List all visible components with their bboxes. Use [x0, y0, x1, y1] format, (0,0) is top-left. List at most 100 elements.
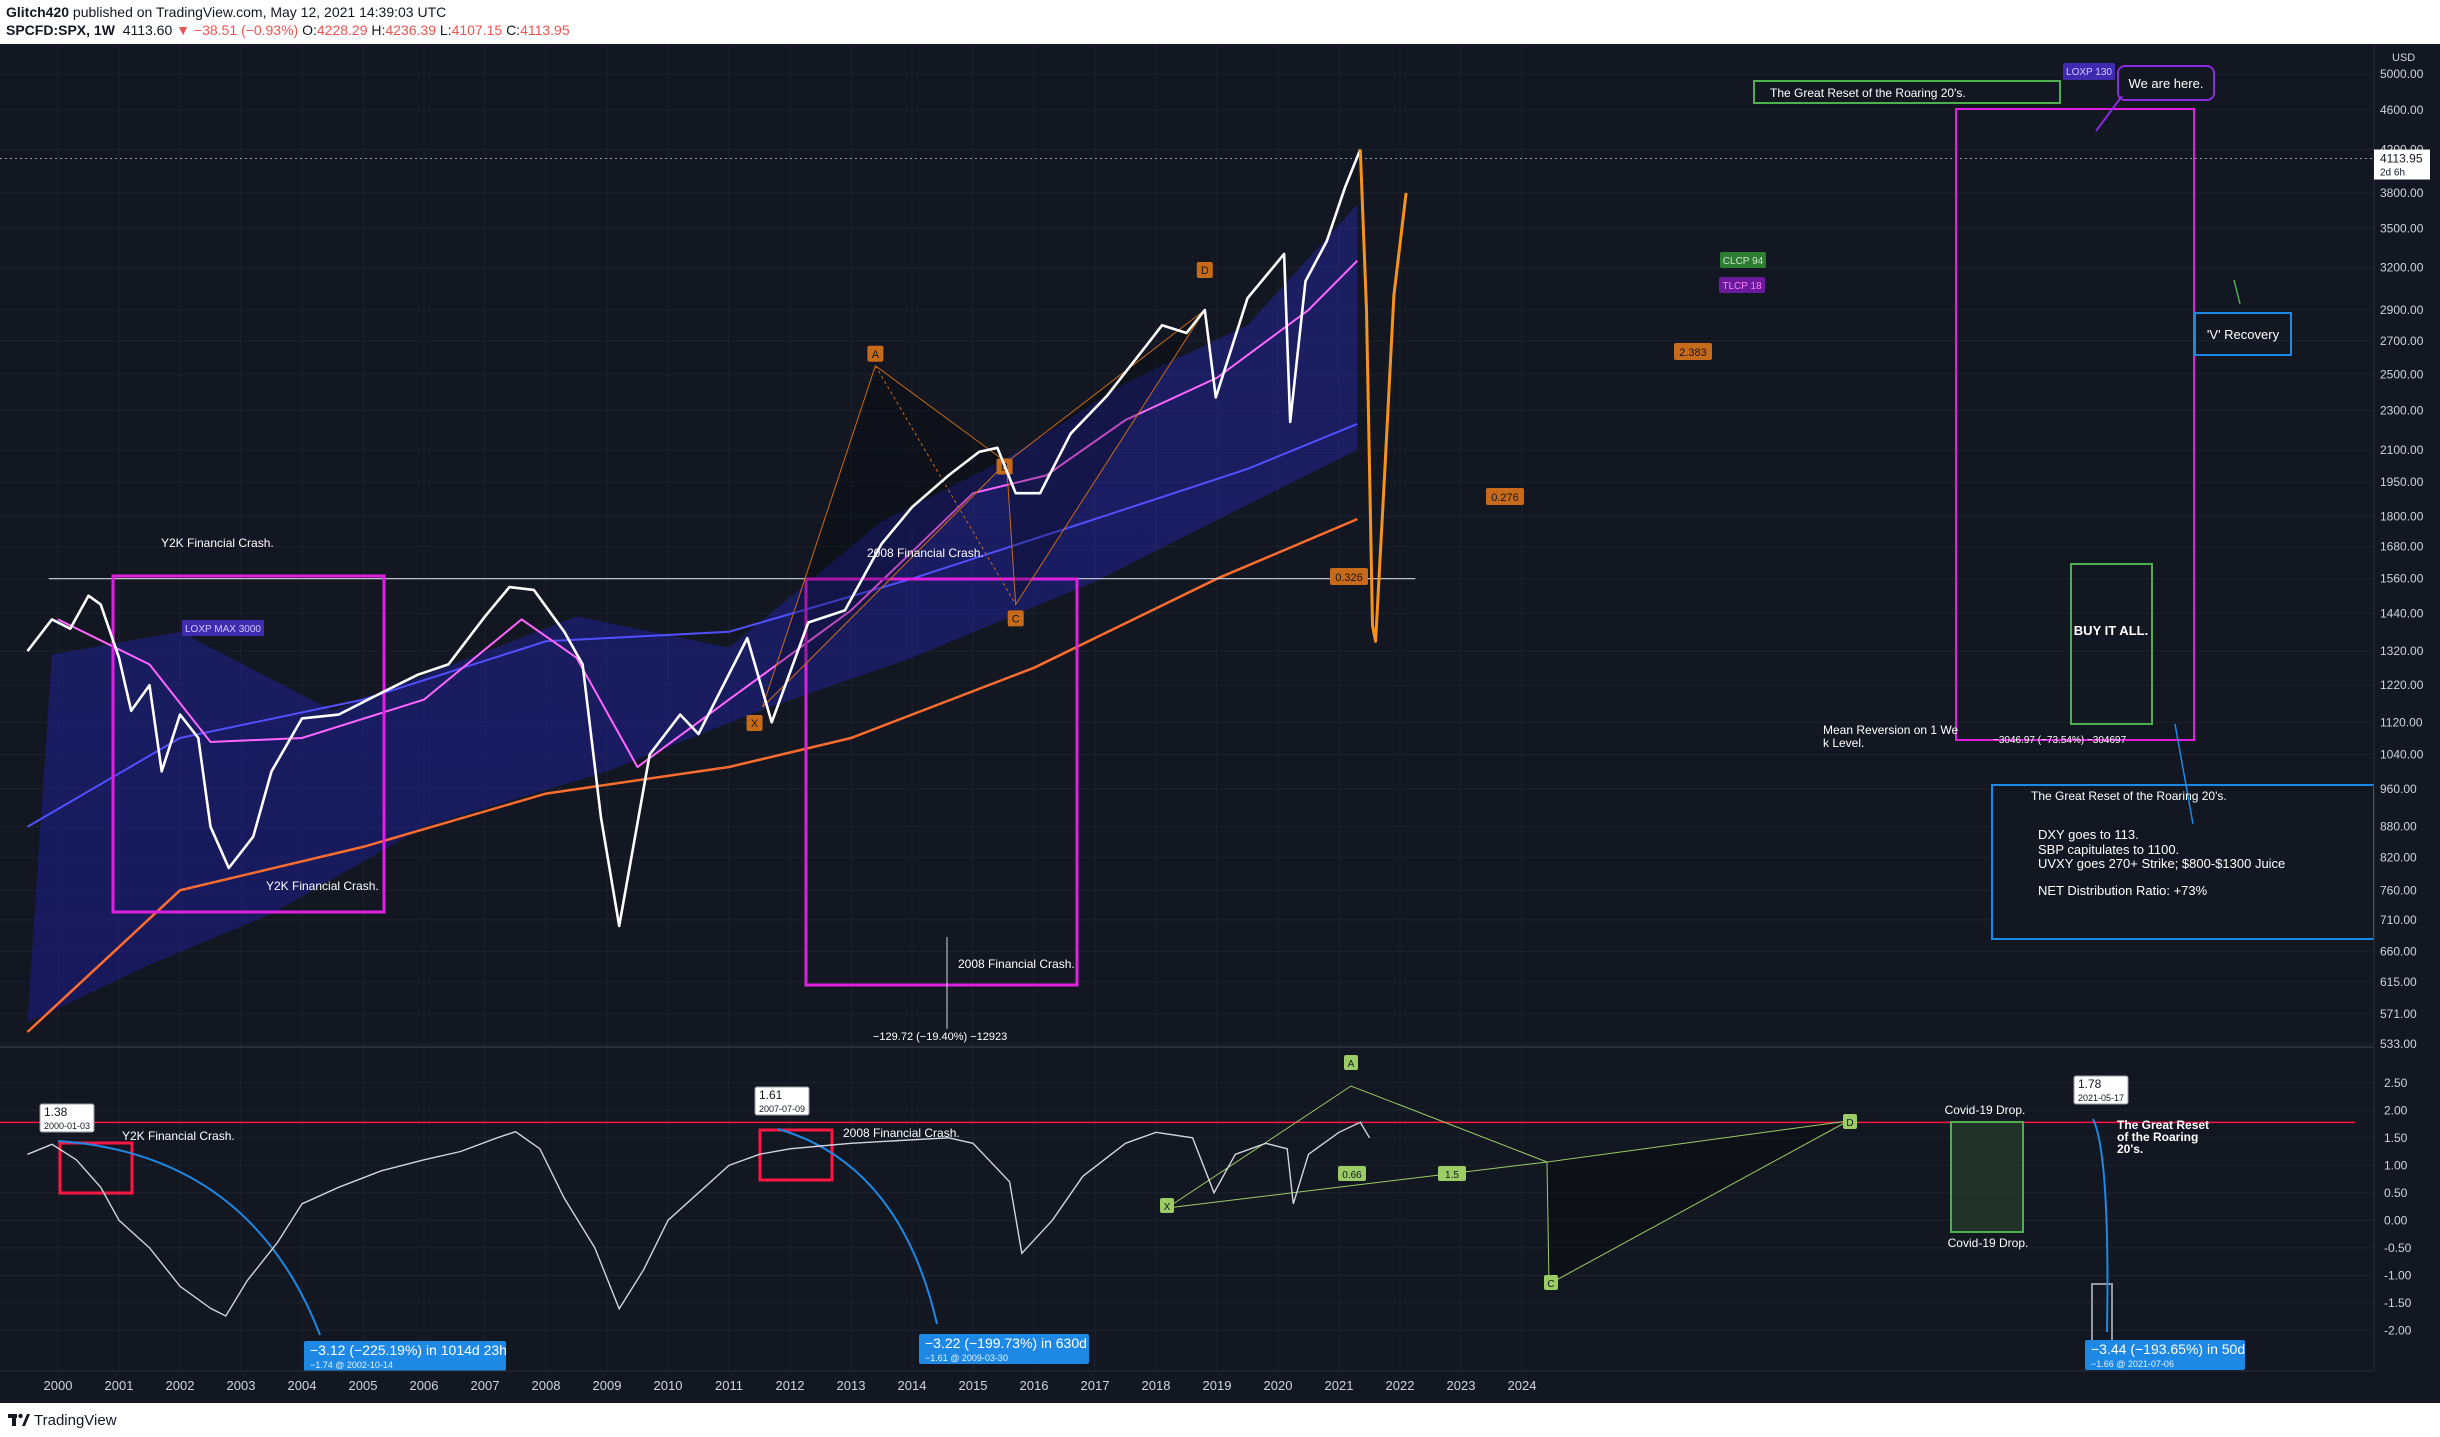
chart-header: Glitch420 published on TradingView.com, …: [0, 0, 2440, 44]
pattern-point-d: D: [1201, 265, 1209, 277]
osc-covid-bottom-label: Covid-19 Drop.: [1948, 1236, 2029, 1250]
buy-it-all-label: BUY IT ALL.: [2074, 623, 2148, 638]
year-tick-label: 2024: [1508, 1378, 1537, 1393]
info-box-line-4: NET Distribution Ratio: +73%: [2038, 883, 2208, 898]
footer-brand[interactable]: TradingView: [34, 1412, 117, 1429]
osc-great-reset-label: The Great Reset of the Roaring 20's.: [2117, 1118, 2209, 1156]
osc-tag-1-date: 2000-01-03: [44, 1121, 90, 1131]
harmonic-ac-line: [874, 365, 1017, 605]
publisher-line: Glitch420 published on TradingView.com, …: [6, 4, 446, 20]
osc-point-x: X: [1164, 1202, 1171, 1213]
price-tag-value: 4113.95: [2380, 152, 2423, 166]
year-tick-label: 2000: [44, 1378, 73, 1393]
we-are-here-pointer: [2095, 95, 2123, 132]
great-reset-title-label: The Great Reset of the Roaring 20's.: [1770, 86, 1966, 100]
gfc-top-label: 2008 Financial Crash.: [867, 546, 984, 560]
price-tick-label: 3200.00: [2380, 260, 2424, 274]
osc-tag-3-date: 2021-05-17: [2078, 1093, 2124, 1103]
price-tick-label: 820.00: [2380, 850, 2417, 864]
price-tick-label: 615.00: [2380, 975, 2417, 989]
year-tick-label: 2022: [1386, 1378, 1415, 1393]
price-tick-label: 3500.00: [2380, 222, 2424, 236]
oscillator-axis[interactable]: 2.50 2.00 1.50 1.00 0.50 0.00 -0.50 -1.00 -1.50 -…: [2384, 1076, 2412, 1338]
info-box-line-2: SBP capitulates to 1100.: [2038, 842, 2179, 857]
pattern-point-c-badge[interactable]: [1007, 610, 1024, 627]
price-tick-label: 880.00: [2380, 820, 2417, 834]
info-box-title: The Great Reset of the Roaring 20's.: [2031, 789, 2227, 803]
pink-moving-average: [57, 259, 1359, 769]
price-axis[interactable]: 5000.004600.004200.003800.003500.003200.…: [2373, 44, 2440, 1389]
osc-tick-label: 1.00: [2384, 1158, 2408, 1172]
price-tick-label: 1320.00: [2380, 644, 2424, 658]
year-tick-label: 2013: [837, 1378, 866, 1393]
price-tag-bg[interactable]: [2374, 149, 2430, 180]
price-tick-label: 3800.00: [2380, 186, 2424, 200]
time-axis[interactable]: 2000 2001 2002 2003 2004 2005 2006 2007 2008 2009…: [0, 1370, 2440, 1403]
osc-tick-label: 2.50: [2384, 1076, 2408, 1090]
year-tick-label: 2007: [471, 1378, 500, 1393]
year-tick-label: 2002: [166, 1378, 195, 1393]
year-tick-label: 2010: [654, 1378, 683, 1393]
price-tick-label: 533.00: [2380, 1037, 2417, 1051]
osc-arc-1: [57, 1140, 321, 1336]
pattern-point-a: A: [872, 349, 880, 361]
price-series[interactable]: [26, 149, 1362, 928]
high-value: 4236.39: [385, 22, 436, 38]
osc-point-a-bg[interactable]: [1344, 1055, 1358, 1070]
price-tick-label: 1800.00: [2380, 510, 2424, 524]
loxp-max-label: LOXP MAX 3000: [185, 624, 261, 635]
pattern-point-d-badge[interactable]: [1196, 262, 1213, 279]
published-text: published on TradingView.com, May 12, 20…: [69, 4, 447, 20]
osc-covid-top-label: Covid-19 Drop.: [1945, 1103, 2026, 1117]
price-tick-label: 1680.00: [2380, 540, 2424, 554]
osc-callout-3-bg: [2085, 1340, 2245, 1370]
price-axis-bg: [2374, 44, 2440, 1389]
osc-point-d-bg[interactable]: [1843, 1114, 1857, 1129]
low-value: 4107.15: [451, 22, 503, 38]
price-tick-label: 1220.00: [2380, 678, 2424, 692]
price-tick-label: 1120.00: [2380, 715, 2423, 729]
osc-point-c-bg[interactable]: [1544, 1275, 1558, 1290]
osc-point-x-bg[interactable]: [1160, 1198, 1174, 1213]
osc-tick-label: -1.50: [2384, 1296, 2412, 1310]
projection-series[interactable]: [1358, 149, 1408, 643]
loxp-130-bg: [2063, 63, 2115, 80]
mean-reversion-label: Mean Reversion on 1 We k Level.: [1823, 723, 1959, 750]
osc-tag-3-value: 1.78: [2078, 1077, 2102, 1091]
publisher-name[interactable]: Glitch420: [6, 4, 70, 20]
time-axis-bg: [0, 1371, 2440, 1403]
osc-tag-3-bg: [2073, 1075, 2129, 1105]
price-tick-label: 1950.00: [2380, 475, 2424, 489]
price-tick-label: 2700.00: [2380, 334, 2424, 348]
ratio-label-3: 0.326: [1335, 572, 1363, 584]
osc-callout-2-sub: −1.61 @ 2009-03-30: [925, 1353, 1008, 1363]
tradingview-logo-icon[interactable]: [8, 1410, 30, 1430]
osc-arc-3: [2092, 1118, 2109, 1333]
osc-y2k-box: [58, 1141, 134, 1195]
pattern-point-a-badge[interactable]: [867, 345, 884, 362]
year-tick-label: 2006: [410, 1378, 439, 1393]
down-arrow-icon: ▼: [176, 22, 191, 38]
close-value: 4113.95: [520, 22, 570, 38]
we-are-here-bubble: [2117, 65, 2215, 101]
clcp-label: CLCP 94: [1723, 256, 1764, 267]
oscillator-series[interactable]: [27, 1121, 1371, 1317]
osc-y2k-label: Y2K Financial Crash.: [122, 1129, 235, 1143]
pattern-point-x: X: [751, 718, 759, 730]
ratio-label-2: 0.276: [1491, 492, 1519, 504]
pattern-point-x-badge[interactable]: [746, 715, 763, 732]
year-tick-label: 2012: [776, 1378, 805, 1393]
y2k-box: [111, 574, 386, 914]
close-label: C:: [506, 22, 521, 38]
footer: TradingView: [0, 1403, 2440, 1437]
year-tick-label: 2017: [1081, 1378, 1110, 1393]
osc-covid-box: [1950, 1121, 2024, 1233]
y2k-bottom-label: Y2K Financial Crash.: [266, 879, 379, 893]
year-tick-label: 2021: [1325, 1378, 1354, 1393]
symbol-label[interactable]: SPCFD:SPX, 1W: [6, 22, 115, 38]
osc-ratio-1: 0.66: [1342, 1170, 1362, 1181]
loxp-130-label: LOXP 130: [2066, 67, 2112, 78]
osc-tick-label: 2.00: [2384, 1103, 2408, 1117]
